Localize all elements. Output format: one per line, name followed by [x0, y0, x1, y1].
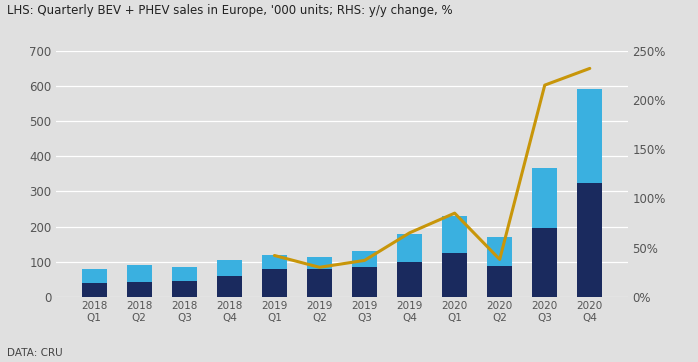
Text: LHS: Quarterly BEV + PHEV sales in Europe, '000 units; RHS: y/y change, %: LHS: Quarterly BEV + PHEV sales in Europ… — [7, 4, 452, 17]
Bar — [127, 265, 151, 282]
Bar — [307, 269, 332, 297]
Bar — [82, 283, 107, 297]
Bar — [443, 253, 467, 297]
Bar — [262, 269, 287, 297]
Bar — [533, 228, 557, 297]
Bar — [487, 237, 512, 266]
Bar — [262, 254, 287, 269]
Text: DATA: CRU: DATA: CRU — [7, 348, 63, 358]
Bar — [352, 267, 377, 297]
Bar — [397, 233, 422, 262]
Bar — [217, 260, 242, 276]
Bar — [172, 267, 197, 281]
Bar — [533, 168, 557, 228]
Bar — [82, 269, 107, 283]
Bar — [487, 266, 512, 297]
Bar — [307, 257, 332, 269]
Bar — [397, 262, 422, 297]
Bar — [352, 251, 377, 267]
Bar — [443, 216, 467, 253]
Bar — [577, 89, 602, 182]
Bar — [127, 282, 151, 297]
Bar — [577, 182, 602, 297]
Bar — [217, 276, 242, 297]
Bar — [172, 281, 197, 297]
